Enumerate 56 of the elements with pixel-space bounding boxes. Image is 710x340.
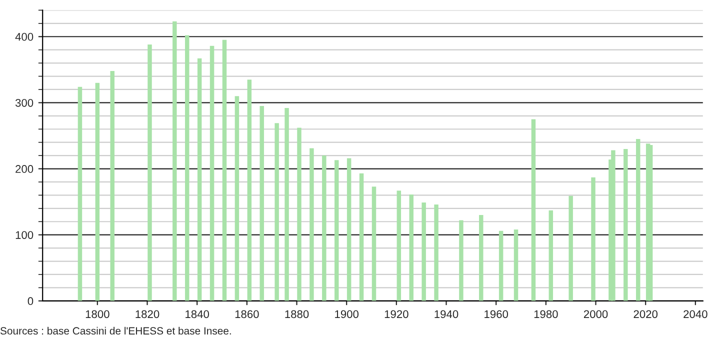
bar [172, 21, 177, 301]
bar [322, 156, 326, 301]
bar [459, 220, 464, 301]
y-tick-label: 200 [16, 165, 34, 173]
bar [346, 158, 352, 301]
bar [479, 215, 484, 301]
bar [247, 80, 252, 301]
bar [185, 35, 190, 301]
bar [531, 119, 536, 301]
x-tick-label: 1960 [484, 310, 508, 318]
bar [359, 173, 364, 301]
bar [548, 210, 554, 301]
bar [310, 148, 314, 301]
x-tick-label: 1820 [136, 310, 160, 318]
bar [591, 177, 596, 301]
bar [260, 106, 264, 301]
source-note: Sources : base Cassini de l'EHESS et base Insee. [0, 326, 231, 335]
bar [297, 128, 302, 301]
x-tick-label: 2040 [684, 310, 708, 318]
y-tick-label: 100 [16, 231, 34, 239]
bar [409, 194, 414, 301]
y-tick-label: 400 [15, 32, 34, 41]
x-tick-label: 1800 [86, 310, 110, 318]
x-tick-label: 1900 [335, 310, 359, 318]
bar [78, 86, 82, 301]
bar [372, 186, 376, 301]
bar [568, 196, 573, 301]
bar [514, 230, 518, 301]
x-tick-label: 2020 [634, 310, 658, 318]
bar [611, 150, 616, 301]
bar [422, 202, 426, 301]
bar [234, 96, 240, 301]
y-tick-label: 0 [28, 297, 34, 306]
bar [197, 58, 202, 301]
bar [334, 160, 339, 301]
bar [110, 70, 114, 301]
bar [95, 82, 100, 301]
x-tick-label: 1940 [434, 310, 458, 318]
x-tick-label: 1880 [285, 310, 309, 318]
y-tick-label: 300 [15, 98, 34, 107]
x-tick-label: 1920 [384, 310, 408, 318]
x-tick-label: 2000 [584, 310, 608, 318]
bar [498, 230, 504, 301]
bar [648, 144, 653, 301]
bar [210, 46, 214, 301]
bar [148, 44, 152, 301]
bar [274, 123, 279, 301]
bar [636, 139, 640, 301]
x-tick-label: 1860 [235, 310, 259, 318]
bar [284, 108, 289, 301]
x-tick-label: 1980 [534, 310, 558, 318]
bar [222, 40, 227, 301]
bar [396, 190, 402, 301]
bar [434, 204, 438, 301]
bar [624, 148, 628, 301]
x-tick-label: 1840 [186, 310, 210, 318]
